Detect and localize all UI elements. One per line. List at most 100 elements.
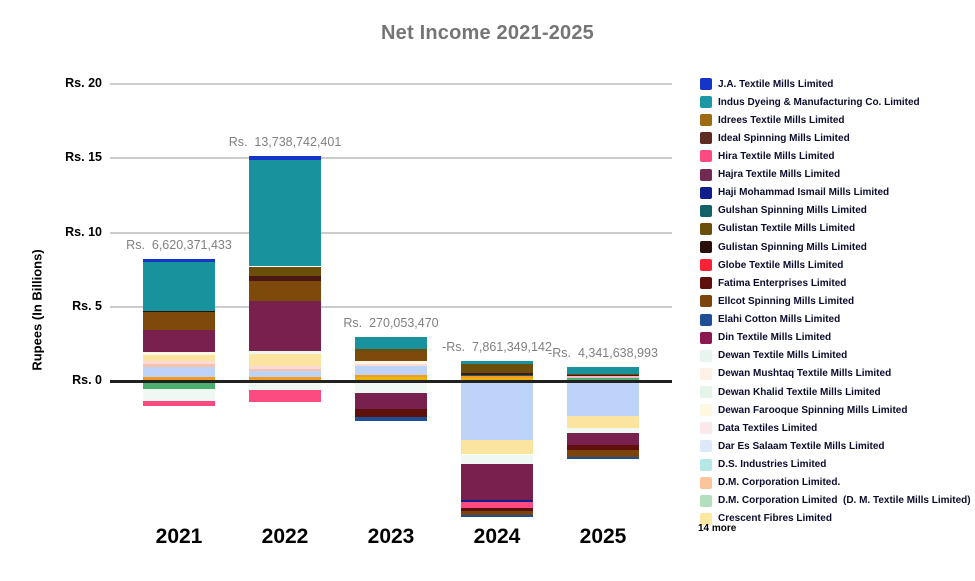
legend-item-elahi-cotton-mills-limited: Elahi Cotton Mills Limited: [700, 313, 840, 326]
bar-segment-dewan-textile-mills-limited[interactable]: [461, 454, 533, 465]
bar-segment-fatima-enterprises-limited[interactable]: [567, 444, 639, 451]
bar-segment-data-textiles-limited[interactable]: [143, 361, 215, 364]
legend-item-label: Dewan Farooque Spinning Mills Limited: [718, 404, 908, 416]
legend-item-label: Ellcot Spinning Mills Limited: [718, 295, 855, 307]
bar-segment-dewan-khalid-textile-mills-limited[interactable]: [249, 351, 321, 355]
legend-item-label: D.S. Industries Limited: [718, 459, 827, 471]
bar-segment-d-m-corporation-limited-d-m-textile-mills-limited[interactable]: [143, 381, 215, 389]
bar-segment-gulshan-spinning-mills-limited[interactable]: [461, 374, 533, 377]
bar-segment-gulistan-textile-mills-limited[interactable]: [355, 348, 427, 352]
bar-segment-d-m-corporation-limited[interactable]: [461, 376, 533, 379]
legend-item-label: Idrees Textile Mills Limited: [718, 114, 845, 126]
legend-item-globe-textile-mills-limited: Globe Textile Mills Limited: [700, 259, 843, 272]
zero-axis-line: [110, 380, 672, 383]
bar-segment-other[interactable]: [461, 378, 533, 381]
y-tick-label-5: Rs. 5: [72, 298, 102, 313]
bar-segment-dewan-mushtaq-textile-mills-limited[interactable]: [249, 368, 321, 371]
bar-segment-gulistan-textile-mills-limited[interactable]: [249, 266, 321, 276]
bar-segment-d-m-corporation-limited-d-m-textile-mills-limited[interactable]: [567, 378, 639, 380]
bar-segment-dar-es-salaam-textile-mills-limited[interactable]: [143, 367, 215, 377]
legend-item-dar-es-salaam-textile-mills-limited: Dar Es Salaam Textile Mills Limited: [700, 440, 885, 453]
bar-segment-crescent-fibres-limited[interactable]: [461, 440, 533, 455]
bar-segment-dar-es-salaam-textile-mills-limited[interactable]: [249, 370, 321, 378]
bar-segment-indus-dyeing-manufacturing-co-limited[interactable]: [567, 366, 639, 374]
bar-segment-d-m-corporation-limited[interactable]: [249, 377, 321, 380]
legend-item-ellcot-spinning-mills-limited: Ellcot Spinning Mills Limited: [700, 295, 854, 308]
bar-segment-dewan-textile-mills-limited[interactable]: [249, 381, 321, 391]
bar-segment-ideal-spinning-mills-limited[interactable]: [249, 275, 321, 281]
bar-segment-dar-es-salaam-textile-mills-limited[interactable]: [567, 381, 639, 416]
bar-segment-other[interactable]: [355, 376, 427, 381]
legend-item-label: Haji Mohammad Ismail Mills Limited: [718, 187, 890, 199]
bar-segment-idrees-textile-mills-limited[interactable]: [143, 312, 215, 331]
legend-item-gulistan-textile-mills-limited: Gulistan Textile Mills Limited: [700, 222, 855, 235]
bar-segment-dewan-textile-mills-limited[interactable]: [143, 388, 215, 402]
legend-item-label: Data Textiles Limited: [718, 422, 818, 434]
legend-swatch: [700, 150, 712, 163]
bar-segment-din-textile-mills-limited[interactable]: [567, 432, 639, 445]
bar-segment-hira-textile-mills-limited[interactable]: [143, 401, 215, 406]
bar-segment-hira-textile-mills-limited[interactable]: [461, 502, 533, 508]
bar-segment-dewan-farooque-spinning-mills-limited[interactable]: [355, 360, 427, 365]
legend-swatch: [700, 458, 712, 471]
bar-segment-din-textile-mills-limited[interactable]: [355, 392, 427, 410]
bar-segment-hira-textile-mills-limited[interactable]: [249, 390, 321, 402]
bar-segment-dewan-mushtaq-textile-mills-limited[interactable]: [143, 363, 215, 368]
bar-segment-haji-mohammad-ismail-mills-limited[interactable]: [461, 499, 533, 503]
bar-segment-elahi-cotton-mills-limited[interactable]: [355, 417, 427, 421]
bar-segment-elahi-cotton-mills-limited[interactable]: [461, 515, 533, 518]
legend-more-link[interactable]: 14 more: [698, 523, 737, 534]
legend-swatch: [700, 277, 712, 290]
bar-segment-din-textile-mills-limited[interactable]: [249, 300, 321, 352]
bar-segment-idrees-textile-mills-limited[interactable]: [249, 280, 321, 301]
y-tick-label-10: Rs. 10: [65, 224, 102, 239]
legend-item-label: Gulshan Spinning Mills Limited: [718, 205, 867, 217]
bar-segment-idrees-textile-mills-limited[interactable]: [355, 351, 427, 361]
legend-item-label: Dewan Khalid Textile Mills Limited: [718, 386, 881, 398]
bar-segment-fatima-enterprises-limited[interactable]: [461, 507, 533, 511]
bar-segment-elahi-cotton-mills-limited[interactable]: [567, 456, 639, 459]
bar-segment-j-a-textile-mills-limited[interactable]: [249, 156, 321, 160]
legend-item-dewan-farooque-spinning-mills-limited: Dewan Farooque Spinning Mills Limited: [700, 404, 907, 417]
bar-value-label-2024: -Rs. 7,861,349,142: [442, 339, 552, 354]
bar-segment-indus-dyeing-manufacturing-co-limited[interactable]: [461, 360, 533, 364]
bar-segment-indus-dyeing-manufacturing-co-limited[interactable]: [355, 337, 427, 349]
bar-segment-data-textiles-limited[interactable]: [249, 366, 321, 369]
bar-segment-indus-dyeing-manufacturing-co-limited[interactable]: [249, 159, 321, 267]
legend-swatch: [700, 313, 712, 326]
bar-segment-ideal-spinning-mills-limited[interactable]: [567, 375, 639, 377]
bar-segment-ellcot-spinning-mills-limited[interactable]: [567, 450, 639, 457]
bar-segment-dar-es-salaam-textile-mills-limited[interactable]: [355, 365, 427, 376]
y-tick-label-0: Rs. 0: [72, 373, 102, 387]
bar-segment-data-textiles-limited[interactable]: [567, 376, 639, 379]
legend-item-label: D.M. Corporation Limited (D. M. Textile …: [718, 495, 971, 507]
legend-item-label: J.A. Textile Mills Limited: [718, 78, 834, 90]
legend-item-haji-mohammad-ismail-mills-limited: Haji Mohammad Ismail Mills Limited: [700, 186, 889, 199]
bar-segment-dewan-textile-mills-limited[interactable]: [355, 381, 427, 393]
bar-segment-gulistan-spinning-mills-limited[interactable]: [143, 310, 215, 313]
bar-segment-crescent-fibres-limited[interactable]: [143, 354, 215, 362]
bar-segment-indus-dyeing-manufacturing-co-limited[interactable]: [143, 261, 215, 311]
bar-segment-crescent-fibres-limited[interactable]: [567, 415, 639, 428]
legend-item-ideal-spinning-mills-limited: Ideal Spinning Mills Limited: [700, 132, 850, 145]
bar-segment-din-textile-mills-limited[interactable]: [143, 330, 215, 353]
bar-segment-crescent-fibres-limited[interactable]: [249, 354, 321, 367]
bar-segment-ellcot-spinning-mills-limited[interactable]: [461, 510, 533, 516]
bar-segment-data-textiles-limited[interactable]: [355, 364, 427, 366]
legend-item-label: Hajra Textile Mills Limited: [718, 169, 841, 181]
bar-segment-gulistan-textile-mills-limited[interactable]: [461, 363, 533, 373]
legend-item-label: Ideal Spinning Mills Limited: [718, 132, 850, 144]
bar-segment-dewan-farooque-spinning-mills-limited[interactable]: [143, 352, 215, 355]
bar-segment-din-textile-mills-limited[interactable]: [461, 464, 533, 500]
legend-swatch: [700, 114, 712, 127]
legend-item-crescent-fibres-limited: Crescent Fibres Limited: [700, 512, 832, 525]
bar-segment-ideal-spinning-mills-limited[interactable]: [461, 372, 533, 375]
bar-segment-fatima-enterprises-limited[interactable]: [355, 409, 427, 418]
bar-segment-gulistan-textile-mills-limited[interactable]: [567, 373, 639, 376]
bar-segment-j-a-textile-mills-limited[interactable]: [143, 258, 215, 262]
bar-segment-dar-es-salaam-textile-mills-limited[interactable]: [461, 381, 533, 441]
bar-segment-d-m-corporation-limited[interactable]: [355, 375, 427, 377]
legend-item-label: Fatima Enterprises Limited: [718, 277, 847, 289]
bar-segment-d-m-corporation-limited[interactable]: [143, 376, 215, 380]
bar-segment-dewan-textile-mills-limited[interactable]: [567, 427, 639, 433]
